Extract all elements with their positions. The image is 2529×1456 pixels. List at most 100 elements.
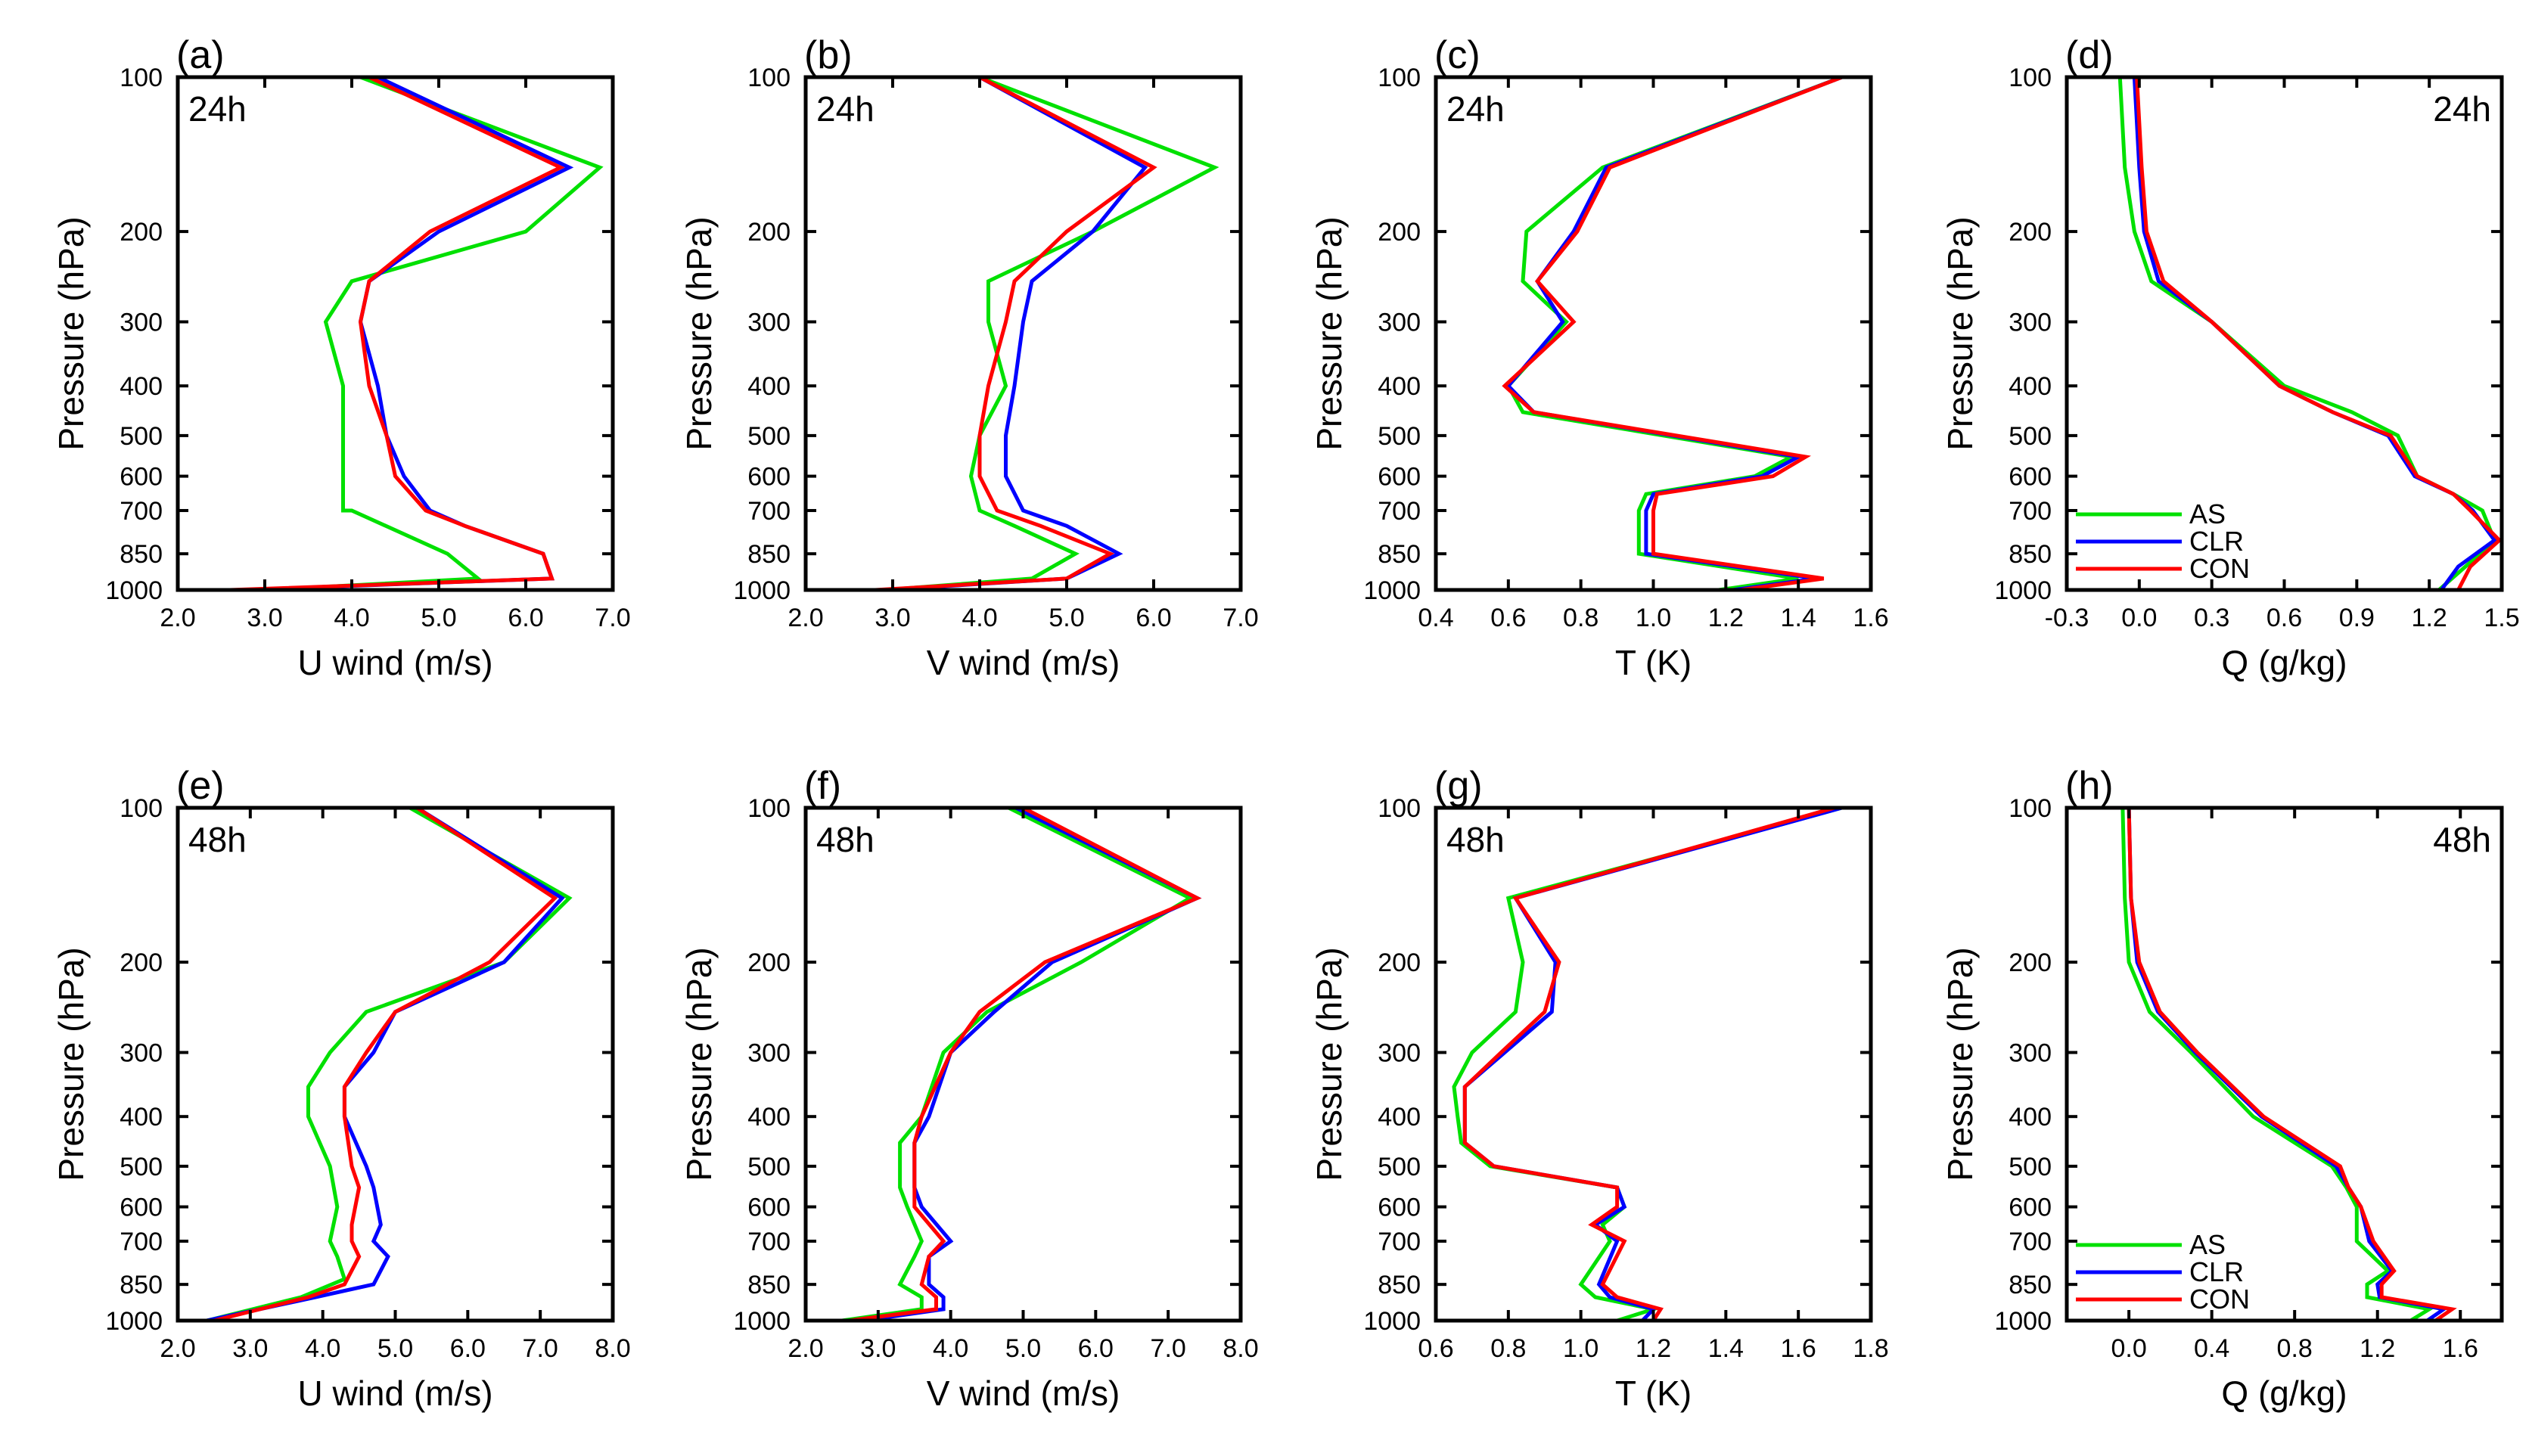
y-tick-label: 200 bbox=[2009, 218, 2052, 247]
y-tick-label: 400 bbox=[2009, 1103, 2052, 1132]
y-axis-title: Pressure (hPa) bbox=[1310, 216, 1349, 450]
x-tick-label: 6.0 bbox=[450, 1334, 486, 1363]
y-tick-label: 1000 bbox=[733, 576, 791, 605]
y-tick-label: 300 bbox=[1378, 308, 1421, 337]
time-label: 24h bbox=[2433, 89, 2491, 129]
y-axis-title: Pressure (hPa) bbox=[679, 947, 719, 1181]
x-tick-label: 3.0 bbox=[860, 1334, 896, 1363]
x-tick-label: 6.0 bbox=[1078, 1334, 1114, 1363]
x-tick-label: 1.4 bbox=[1781, 604, 1816, 632]
x-tick-label: 3.0 bbox=[247, 604, 282, 632]
x-tick-label: 7.0 bbox=[595, 604, 630, 632]
series-line-clr bbox=[206, 808, 565, 1321]
series-line-con bbox=[2127, 808, 2457, 1321]
x-axis-title: Q (g/kg) bbox=[2221, 1374, 2347, 1413]
time-label: 48h bbox=[2433, 820, 2491, 859]
x-tick-label: 1.2 bbox=[1708, 604, 1744, 632]
x-tick-label: 1.2 bbox=[2412, 604, 2447, 632]
y-tick-label: 700 bbox=[747, 1228, 791, 1256]
x-tick-label: 0.4 bbox=[1418, 604, 1453, 632]
y-tick-label: 1000 bbox=[1363, 576, 1421, 605]
x-tick-label: 0.4 bbox=[2194, 1334, 2229, 1363]
series-line-clr bbox=[884, 77, 1148, 590]
x-tick-label: 0.8 bbox=[2277, 1334, 2313, 1363]
plot-frame bbox=[2065, 806, 2504, 1323]
y-axis-title: Pressure (hPa) bbox=[1940, 216, 1980, 450]
legend-label-as: AS bbox=[2189, 1229, 2226, 1260]
x-tick-label: -0.3 bbox=[2045, 604, 2089, 632]
panel-letter: (d) bbox=[2065, 33, 2114, 77]
y-tick-label: 850 bbox=[2009, 540, 2052, 569]
y-tick-label: 500 bbox=[747, 1153, 791, 1181]
x-tick-label: 7.0 bbox=[523, 1334, 558, 1363]
y-tick-label: 300 bbox=[747, 1038, 791, 1067]
x-axis-title: T (K) bbox=[1615, 1374, 1692, 1413]
y-tick-label: 850 bbox=[747, 1271, 791, 1299]
x-tick-label: 2.0 bbox=[788, 604, 823, 632]
y-tick-label: 100 bbox=[747, 64, 791, 92]
x-tick-label: 5.0 bbox=[421, 604, 456, 632]
x-tick-label: 5.0 bbox=[1049, 604, 1084, 632]
panel-letter: (b) bbox=[804, 33, 853, 77]
y-tick-label: 700 bbox=[1378, 497, 1421, 526]
time-label: 24h bbox=[816, 89, 875, 129]
x-tick-label: 2.0 bbox=[160, 604, 195, 632]
series-line-as bbox=[206, 808, 573, 1321]
x-tick-label: 6.0 bbox=[508, 604, 543, 632]
series-line-as bbox=[264, 77, 604, 590]
x-tick-label: 1.2 bbox=[2360, 1334, 2395, 1363]
y-tick-label: 200 bbox=[2009, 948, 2052, 977]
y-tick-label: 700 bbox=[747, 497, 791, 526]
y-tick-label: 1000 bbox=[1994, 1307, 2052, 1336]
y-axis-title: Pressure (hPa) bbox=[1940, 947, 1980, 1181]
y-tick-label: 300 bbox=[120, 1038, 163, 1067]
y-axis-title: Pressure (hPa) bbox=[679, 216, 719, 450]
panel-h: 100 200 300 400 500 600 700 850 1000 0.0 0.4 0.8 1.2… bbox=[1940, 764, 2504, 1413]
y-tick-label: 850 bbox=[120, 1271, 163, 1299]
x-tick-label: 1.6 bbox=[2443, 1334, 2478, 1363]
panel-d: 100 200 300 400 500 600 700 850 1000-0.3 0.0 0.3 0.… bbox=[1940, 33, 2520, 682]
series-line-con bbox=[1502, 77, 1843, 590]
time-label: 24h bbox=[1446, 89, 1505, 129]
x-tick-label: 1.0 bbox=[1563, 1334, 1598, 1363]
x-tick-label: 6.0 bbox=[1136, 604, 1171, 632]
y-tick-label: 400 bbox=[747, 372, 791, 401]
y-tick-label: 600 bbox=[2009, 463, 2052, 492]
y-tick-label: 600 bbox=[1378, 1194, 1421, 1222]
y-tick-label: 1000 bbox=[1363, 1307, 1421, 1336]
x-tick-label: 0.3 bbox=[2194, 604, 2229, 632]
y-tick-label: 100 bbox=[120, 64, 163, 92]
y-axis-title: Pressure (hPa) bbox=[51, 216, 91, 450]
y-tick-label: 600 bbox=[1378, 463, 1421, 492]
x-tick-label: 0.0 bbox=[2111, 1334, 2147, 1363]
y-tick-label: 850 bbox=[747, 540, 791, 569]
y-tick-label: 700 bbox=[120, 1228, 163, 1256]
x-axis-title: T (K) bbox=[1615, 643, 1692, 682]
y-tick-label: 100 bbox=[2009, 64, 2052, 92]
panel-letter: (g) bbox=[1434, 764, 1483, 808]
legend-label-con: CON bbox=[2189, 553, 2250, 584]
x-tick-label: 3.0 bbox=[875, 604, 910, 632]
x-tick-label: 3.0 bbox=[232, 1334, 268, 1363]
legend-label-as: AS bbox=[2189, 498, 2226, 529]
series-line-con bbox=[875, 77, 1157, 590]
x-tick-label: 2.0 bbox=[160, 1334, 195, 1363]
y-tick-label: 700 bbox=[1378, 1228, 1421, 1256]
y-tick-label: 1000 bbox=[105, 1307, 163, 1336]
x-axis-title: V wind (m/s) bbox=[927, 1374, 1120, 1413]
y-tick-label: 850 bbox=[1378, 540, 1421, 569]
y-tick-label: 850 bbox=[1378, 1271, 1421, 1299]
y-tick-label: 700 bbox=[2009, 1228, 2052, 1256]
y-axis-title: Pressure (hPa) bbox=[51, 947, 91, 1181]
y-tick-label: 200 bbox=[1378, 948, 1421, 977]
y-tick-label: 400 bbox=[1378, 1103, 1421, 1132]
x-tick-label: 0.9 bbox=[2339, 604, 2375, 632]
legend-label-clr: CLR bbox=[2189, 1256, 2244, 1287]
legend-label-con: CON bbox=[2189, 1284, 2250, 1315]
x-axis-title: Q (g/kg) bbox=[2221, 643, 2347, 682]
